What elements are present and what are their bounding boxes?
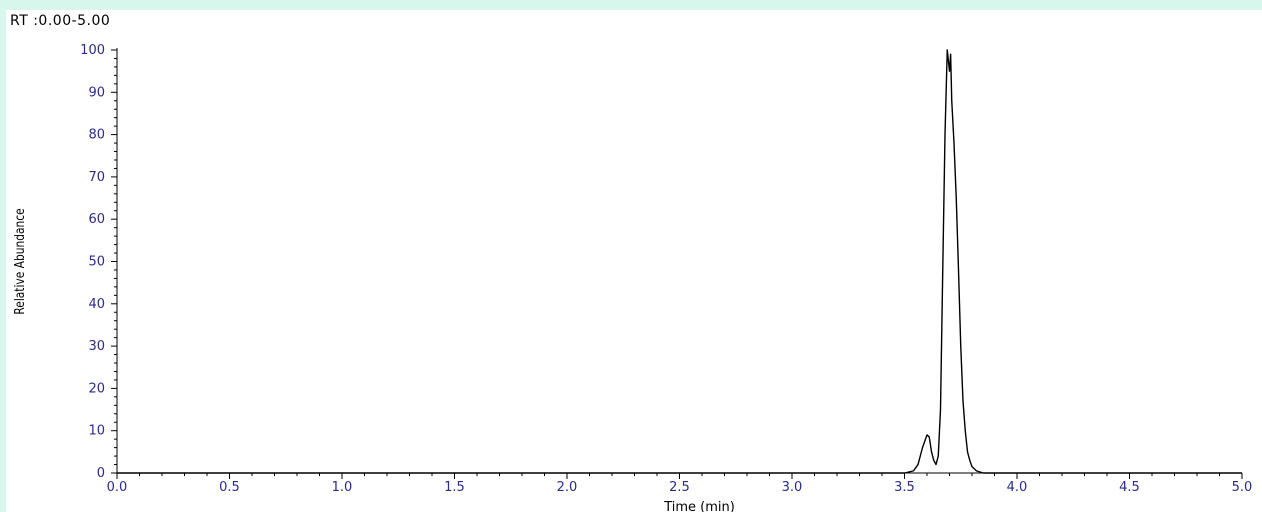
y-tick-label: 60 bbox=[88, 212, 105, 227]
y-tick-label: 10 bbox=[88, 424, 105, 439]
chromatogram-trace-line bbox=[117, 49, 1242, 474]
x-tick-label: 1.5 bbox=[444, 480, 465, 495]
x-tick-label: 2.5 bbox=[669, 480, 690, 495]
x-tick-label: 1.0 bbox=[332, 480, 353, 495]
y-tick-label: 80 bbox=[88, 128, 105, 143]
chromatogram-panel bbox=[6, 10, 1262, 512]
y-axis: 0 10 20 30 40 50 60 70 80 90 100 bbox=[80, 43, 118, 481]
x-tick-label: 0.5 bbox=[219, 480, 240, 495]
y-tick-label: 30 bbox=[88, 339, 105, 354]
y-tick-label: 70 bbox=[88, 170, 105, 185]
y-axis-title: Relative Abundance bbox=[12, 208, 27, 314]
x-tick-label: 5.0 bbox=[1232, 480, 1253, 495]
x-tick-label: 4.0 bbox=[1007, 480, 1028, 495]
y-tick-label: 40 bbox=[88, 297, 105, 312]
x-tick-label: 0.0 bbox=[107, 480, 128, 495]
y-tick-label: 20 bbox=[88, 381, 105, 396]
x-tick-label: 2.0 bbox=[557, 480, 578, 495]
rt-range-label: RT :0.00-5.00 bbox=[10, 13, 111, 29]
y-tick-label: 90 bbox=[88, 85, 105, 100]
y-tick-label: 0 bbox=[97, 466, 105, 481]
x-tick-label: 4.5 bbox=[1119, 480, 1140, 495]
x-axis-title: Time (min) bbox=[663, 500, 735, 512]
x-axis: 0.0 0.5 1.0 1.5 2.0 2.5 3.0 3.5 4.0 4.5 5.0 bbox=[107, 472, 1253, 495]
y-tick-label: 100 bbox=[80, 43, 105, 58]
y-tick-label: 50 bbox=[88, 255, 105, 270]
x-tick-label: 3.0 bbox=[782, 480, 803, 495]
x-tick-label: 3.5 bbox=[894, 480, 915, 495]
